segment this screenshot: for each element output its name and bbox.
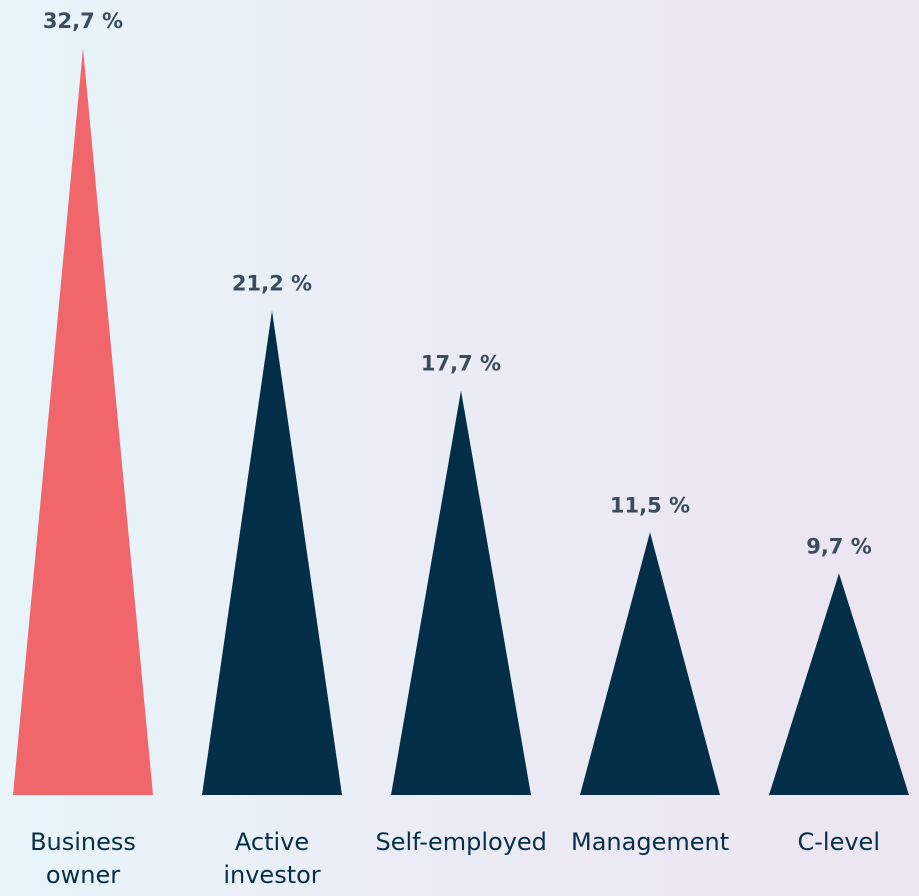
value-label: 17,7 % — [421, 352, 501, 376]
value-label: 21,2 % — [232, 272, 312, 296]
bar — [391, 390, 531, 795]
category-label: Active investor — [223, 828, 321, 889]
value-label: 11,5 % — [610, 493, 690, 517]
category-label: Business owner — [30, 828, 136, 889]
category-label: Management — [571, 828, 730, 856]
bar — [13, 48, 153, 795]
category-label: C-level — [797, 828, 881, 856]
bar — [769, 573, 909, 795]
value-label: 32,7 % — [43, 9, 123, 33]
category-label: Self-employed — [375, 828, 547, 856]
value-label: 9,7 % — [806, 534, 872, 558]
bar — [580, 532, 720, 795]
bar — [202, 310, 342, 795]
